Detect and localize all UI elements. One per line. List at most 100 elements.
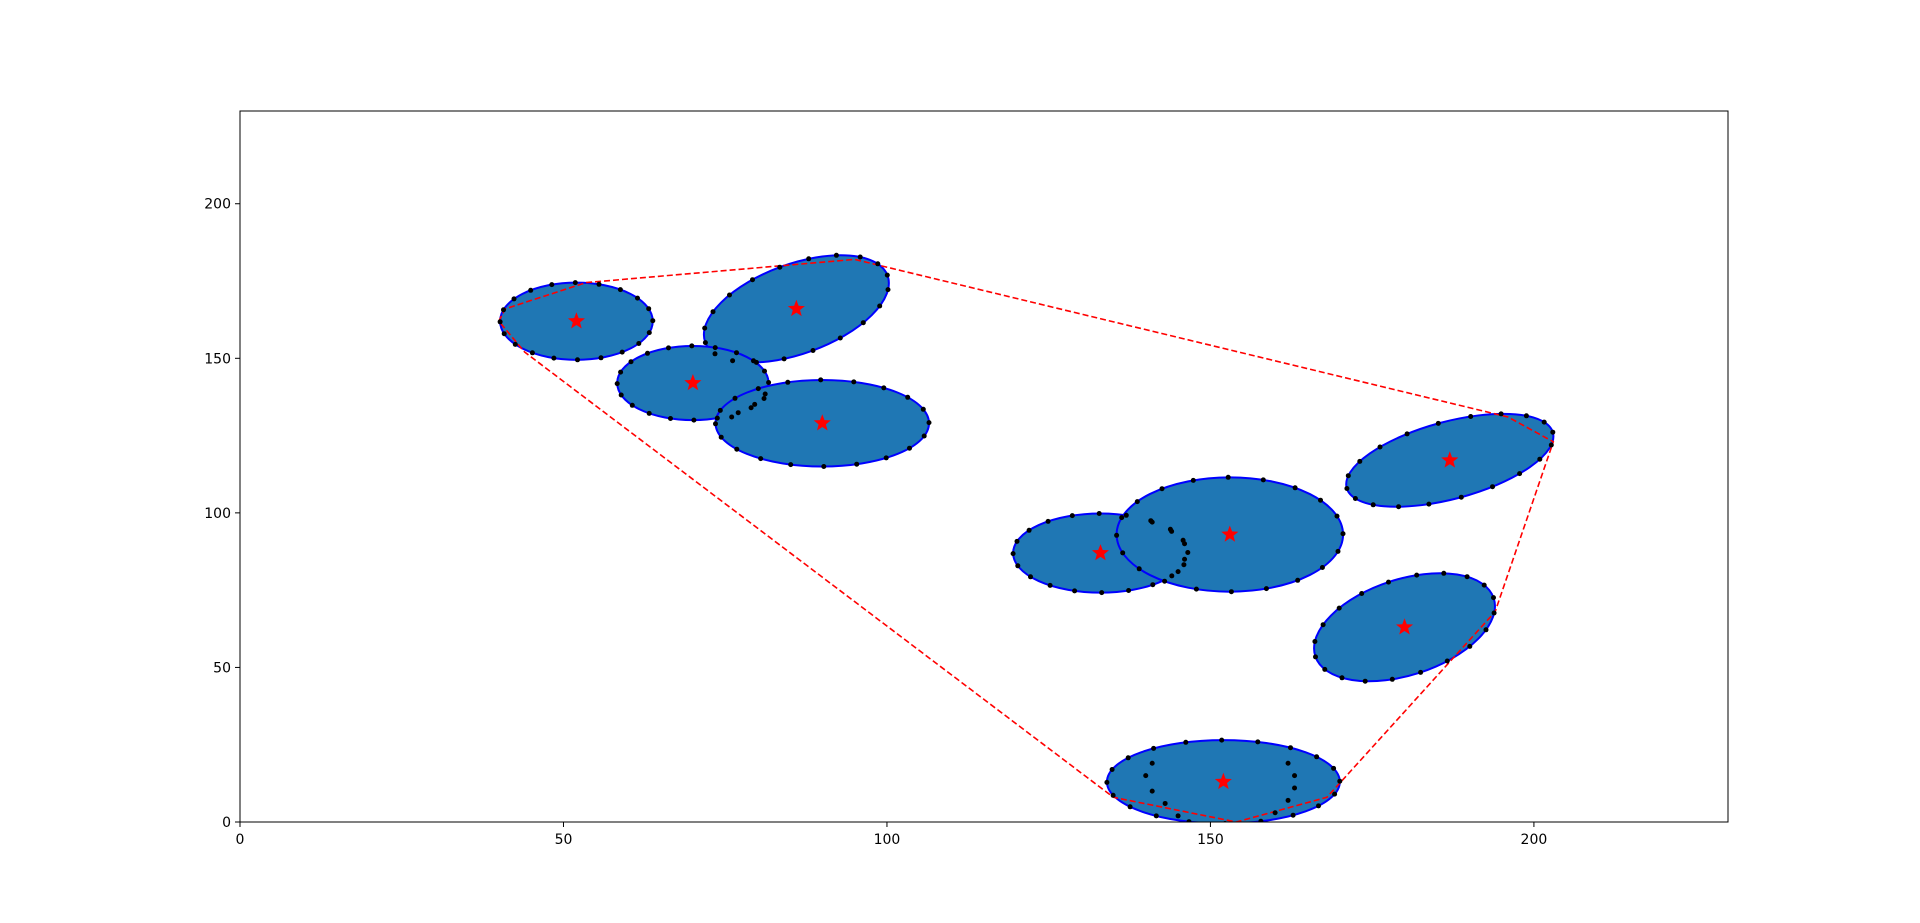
boundary-point xyxy=(1186,819,1192,822)
plot-frame xyxy=(239,110,1729,823)
interior-point xyxy=(1285,760,1291,766)
boundary-point xyxy=(1185,550,1191,555)
boundary-point xyxy=(1335,548,1341,554)
boundary-point xyxy=(1491,595,1496,601)
interior-point xyxy=(1175,813,1181,819)
boundary-point xyxy=(1181,562,1187,568)
boundary-point xyxy=(629,402,635,408)
boundary-point xyxy=(1468,414,1474,419)
boundary-point xyxy=(877,303,883,309)
y-tick-label: 150 xyxy=(204,351,231,367)
boundary-point xyxy=(1523,413,1529,419)
boundary-point xyxy=(1377,444,1383,450)
boundary-point xyxy=(806,256,812,262)
boundary-point xyxy=(1069,513,1075,519)
center-star-6 xyxy=(1221,525,1239,542)
interior-point xyxy=(1292,785,1298,791)
center-star-1 xyxy=(567,312,585,329)
boundary-point xyxy=(1548,442,1554,448)
interior-point xyxy=(1169,528,1175,534)
boundary-point xyxy=(689,343,695,349)
interior-point xyxy=(1285,797,1291,803)
boundary-point xyxy=(1126,588,1132,593)
boundary-point xyxy=(1010,551,1016,557)
boundary-point xyxy=(921,433,927,439)
center-star-9 xyxy=(1214,772,1232,790)
boundary-point xyxy=(818,377,824,383)
boundary-point xyxy=(1362,678,1368,684)
center-star-2 xyxy=(787,299,805,317)
boundary-point xyxy=(1151,745,1157,751)
boundary-point xyxy=(875,261,881,267)
boundary-point xyxy=(596,281,602,287)
boundary-point xyxy=(1490,484,1495,490)
boundary-point xyxy=(781,356,787,362)
boundary-point xyxy=(512,341,518,347)
boundary-point xyxy=(1344,486,1350,491)
boundary-point xyxy=(854,461,860,467)
boundary-point xyxy=(1125,755,1131,761)
boundary-point xyxy=(501,331,507,337)
boundary-point xyxy=(1104,779,1110,785)
boundary-point xyxy=(691,417,697,423)
boundary-point xyxy=(1418,669,1424,675)
boundary-point xyxy=(1339,675,1345,681)
boundary-point xyxy=(851,379,857,385)
boundary-point xyxy=(1357,458,1363,464)
boundary-point xyxy=(884,272,890,278)
boundary-point xyxy=(1150,582,1156,588)
boundary-point xyxy=(1517,471,1523,477)
boundary-point xyxy=(750,277,755,283)
boundary-point xyxy=(551,355,557,361)
boundary-point xyxy=(714,415,720,421)
interior-point xyxy=(1272,810,1278,816)
boundary-point xyxy=(732,395,738,401)
boundary-point xyxy=(1414,572,1420,578)
boundary-point xyxy=(905,394,911,400)
boundary-point xyxy=(1435,420,1441,426)
boundary-point xyxy=(1320,622,1326,628)
boundary-point xyxy=(1120,550,1126,556)
boundary-point xyxy=(788,462,794,468)
center-star-7 xyxy=(1441,451,1459,468)
boundary-point xyxy=(926,420,932,426)
y-axis: 0 50 100 150 200 xyxy=(204,197,240,831)
boundary-point xyxy=(575,357,580,363)
boundary-point xyxy=(1072,588,1078,594)
interior-point xyxy=(761,395,767,401)
boundary-point xyxy=(1337,778,1343,784)
boundary-point xyxy=(1260,477,1266,483)
boundary-point xyxy=(1193,586,1199,592)
boundary-point xyxy=(668,416,673,421)
boundary-point xyxy=(1127,804,1133,810)
boundary-point xyxy=(501,307,506,313)
boundary-point xyxy=(1331,765,1337,771)
x-tick-label: 100 xyxy=(874,832,901,848)
interior-point xyxy=(1292,773,1298,779)
boundary-point xyxy=(646,410,652,416)
boundary-point xyxy=(1481,582,1487,588)
boundary-point xyxy=(766,380,772,385)
boundary-point xyxy=(618,392,624,398)
boundary-point xyxy=(1169,573,1175,579)
interior-point xyxy=(1149,760,1155,766)
boundary-point xyxy=(1359,591,1365,596)
boundary-point xyxy=(1336,605,1342,611)
boundary-point xyxy=(907,445,912,451)
boundary-point xyxy=(777,264,783,270)
boundary-point xyxy=(1389,676,1395,682)
y-tick-label: 0 xyxy=(222,815,231,831)
boundary-point xyxy=(1491,610,1497,616)
boundary-point xyxy=(821,464,827,469)
boundary-point xyxy=(572,280,578,286)
interior-point xyxy=(1149,788,1155,794)
boundary-point xyxy=(1015,563,1021,569)
boundary-point xyxy=(614,381,620,387)
x-axis: 0 50 100 150 200 xyxy=(236,822,1547,848)
boundary-point xyxy=(645,350,650,356)
boundary-point xyxy=(1498,411,1504,417)
boundary-point xyxy=(1537,456,1543,462)
boundary-point xyxy=(1183,739,1189,745)
centers-layer xyxy=(567,299,1459,790)
